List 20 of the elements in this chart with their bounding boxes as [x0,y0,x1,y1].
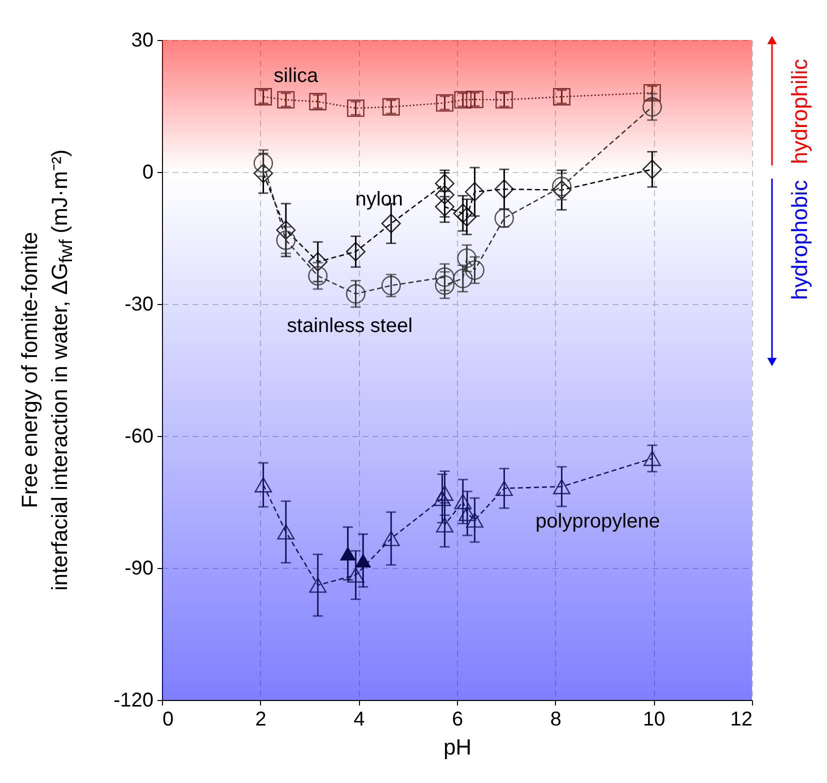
series-label: silica [274,64,320,87]
band-label: hydrophobic [787,180,812,300]
band-label: hydrophilic [787,58,812,164]
x-tick-label: 8 [550,708,562,730]
x-tick-label: 6 [452,708,464,730]
x-axis-title: pH [443,734,472,760]
y-tick-label: 30 [131,30,154,52]
y-tick-label: 0 [142,162,154,184]
series-label: polypropylene [535,510,660,533]
x-tick-label: 0 [162,708,174,730]
y-tick-label: -90 [124,558,154,580]
series-label: nylon [355,188,404,210]
x-tick-label: 12 [730,708,752,730]
y-tick-label: -120 [113,690,154,712]
x-tick-label: 10 [643,708,666,730]
x-tick-label: 2 [255,708,266,730]
series-label: stainless steel [286,314,413,337]
y-tick-label: -30 [124,294,154,316]
y-tick-label: -60 [124,426,154,448]
x-tick-label: 4 [354,708,365,730]
